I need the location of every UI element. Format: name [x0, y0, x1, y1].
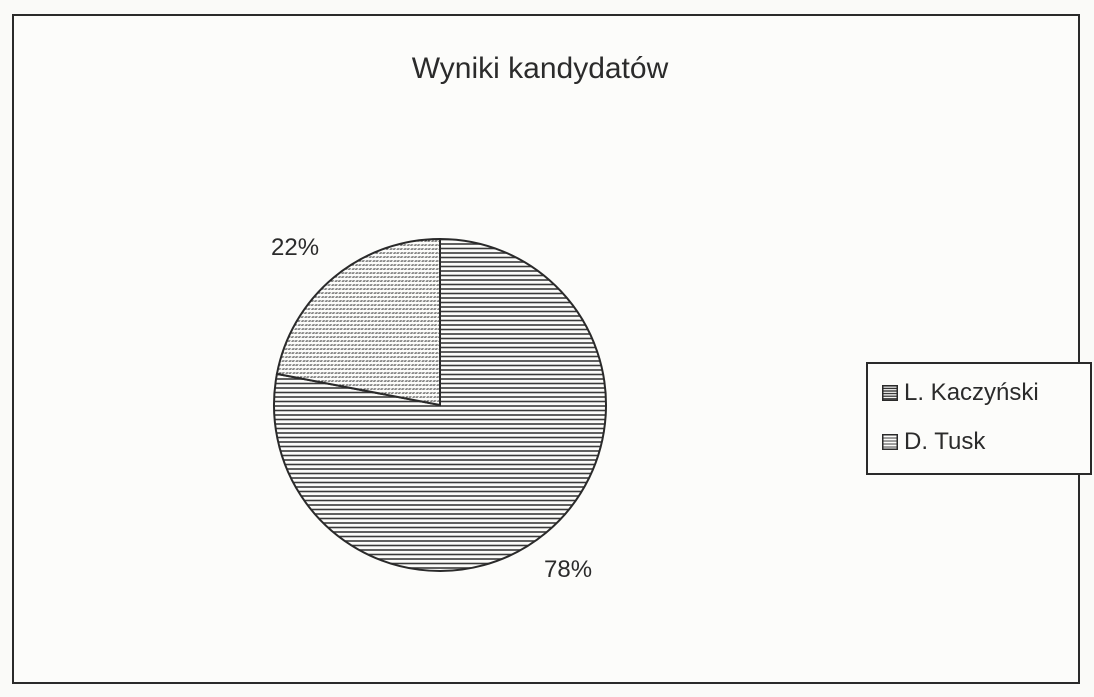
legend-label: L. Kaczyński [904, 379, 1039, 406]
data-label-tusk: 22% [271, 234, 320, 261]
data-label-kaczynski: 78% [544, 556, 593, 583]
pie-slice-kaczynski [273, 237, 607, 572]
legend-swatch-horizontal-stripes [882, 385, 898, 401]
legend-swatch-diagonal-stripes [882, 434, 898, 450]
chart-title: Wyniki kandydatów [411, 52, 669, 85]
pie-slice-tusk [275, 237, 441, 407]
legend-label: D. Tusk [904, 428, 986, 455]
legend-entry-tusk: D. Tusk [882, 427, 985, 457]
legend-entry-kaczynski: L. Kaczyński [882, 378, 1039, 408]
chart-legend: L. Kaczyński D. Tusk [866, 362, 1092, 475]
